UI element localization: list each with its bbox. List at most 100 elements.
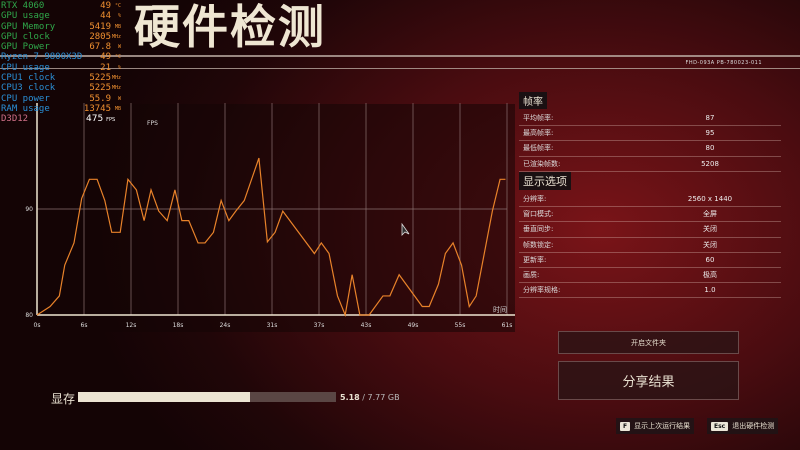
x-axis-label: 时间 bbox=[493, 305, 507, 314]
fps-series-line bbox=[36, 157, 506, 318]
x-tick-label: 49s bbox=[408, 322, 419, 329]
overlay-value: 49 bbox=[100, 1, 111, 11]
stat-label: 帧数锁定: bbox=[523, 240, 554, 249]
x-tick-label: 37s bbox=[314, 322, 325, 329]
overlay-label: GPU Memory bbox=[1, 21, 56, 32]
overlay-label: GPU Power bbox=[1, 42, 50, 53]
vram-bar bbox=[78, 392, 336, 402]
overlay-label: RTX 4060 bbox=[1, 1, 45, 11]
y-axis-label: FPS bbox=[147, 120, 158, 127]
overlay-value: 55.9 bbox=[89, 93, 111, 104]
overlay-fps: 475 FPS bbox=[86, 114, 115, 125]
overlay-fps-value: 475 bbox=[86, 114, 104, 124]
header-divider bbox=[0, 55, 800, 57]
overlay-label: Ryzen 7 9800X3D bbox=[1, 52, 83, 63]
overlay-label: GPU usage bbox=[1, 11, 50, 22]
stat-row: 最高帧率: 95 bbox=[519, 126, 781, 142]
overlay-row: CPU3 clock 5225 MHz bbox=[1, 83, 121, 93]
overlay-row: GPU Power 67.8 W bbox=[1, 42, 121, 52]
overlay-label: RAM usage bbox=[1, 103, 50, 114]
overlay-row: CPU usage 21% bbox=[1, 63, 121, 73]
overlay-row: CPU1 clock 5225 MHz bbox=[1, 73, 121, 83]
stat-label: 平均帧率: bbox=[523, 114, 554, 123]
stat-value: 2560 x 1440 bbox=[687, 195, 733, 204]
vram-readout: 5.18 / 7.77 GB bbox=[340, 393, 400, 402]
stat-value: 60 bbox=[705, 255, 715, 264]
framerate-heading: 帧率 bbox=[519, 92, 547, 109]
share-results-button[interactable]: 分享结果 bbox=[558, 361, 739, 400]
stat-row: 更新率: 60 bbox=[519, 253, 781, 268]
y-tick-label: 90 bbox=[25, 206, 33, 213]
overlay-label: CPU usage bbox=[1, 62, 50, 73]
x-tick-label: 43s bbox=[361, 322, 372, 329]
exit-hint[interactable]: Esc 退出硬件检测 bbox=[707, 418, 779, 434]
overlay-value: 5419 bbox=[89, 21, 111, 32]
stat-row: 平均帧率: 87 bbox=[519, 111, 781, 127]
overlay-value: 13745 bbox=[83, 103, 111, 114]
stat-value: 关闭 bbox=[703, 225, 717, 234]
overlay-unit: °C bbox=[114, 3, 121, 9]
overlay-unit: W bbox=[117, 44, 121, 51]
vram-total: / 7.77 GB bbox=[362, 393, 400, 402]
stat-label: 分辨率规格: bbox=[523, 286, 561, 295]
overlay-label: D3D12 bbox=[1, 114, 29, 125]
overlay-value: 67.8 bbox=[89, 42, 111, 53]
overlay-value: 21 bbox=[100, 62, 111, 73]
vram-label: 显存 bbox=[51, 392, 76, 406]
overlay-value: 5225 bbox=[89, 83, 111, 94]
x-tick-label: 0s bbox=[34, 322, 41, 329]
stat-row: 窗口模式: 全屏 bbox=[519, 207, 781, 223]
overlay-label: CPU3 clock bbox=[1, 83, 56, 94]
x-tick-label: 6s bbox=[81, 322, 88, 329]
stat-label: 最高帧率: bbox=[523, 129, 554, 138]
stat-value: 关闭 bbox=[703, 240, 717, 249]
display-heading: 显示选项 bbox=[519, 172, 571, 190]
build-code: FHD-093A PB-780023-011 bbox=[685, 60, 762, 66]
exit-label: 退出硬件检测 bbox=[732, 422, 775, 430]
stat-row: 画质: 极高 bbox=[519, 268, 781, 284]
overlay-value: 2805 bbox=[89, 31, 111, 42]
overlay-unit: % bbox=[117, 64, 121, 71]
stat-label: 更新率: bbox=[523, 255, 547, 264]
stat-value: 87 bbox=[705, 114, 715, 123]
overlay-fps-unit: FPS bbox=[106, 117, 116, 123]
overlay-row: GPU usage 44% bbox=[1, 11, 121, 21]
stat-value: 极高 bbox=[703, 271, 717, 280]
overlay-unit: MB bbox=[114, 105, 121, 112]
page-title: 硬件检测 bbox=[134, 0, 326, 54]
vram-bar-fill bbox=[78, 392, 251, 402]
overlay-row: Ryzen 7 9800X3D 49 °C bbox=[1, 52, 121, 62]
framerate-section: 帧率 平均帧率: 87 最高帧率: 95 最低帧率: 80 已渲染帧数: 5208 bbox=[519, 90, 781, 172]
vram-used: 5.18 bbox=[340, 393, 360, 402]
x-tick-label: 12s bbox=[126, 322, 137, 329]
overlay-row: RAM usage 13745 MB bbox=[1, 104, 121, 114]
overlay-value: 49 bbox=[100, 52, 111, 63]
overlay-unit: MB bbox=[114, 23, 121, 30]
overlay-row: GPU Memory 5419 MB bbox=[1, 22, 121, 32]
overlay-unit: MHz bbox=[111, 33, 121, 40]
overlay-row: CPU power 55.9 W bbox=[1, 94, 121, 104]
overlay-row: RTX 4060 49 °C bbox=[1, 1, 121, 11]
show-last-run-hint[interactable]: F 显示上次运行结果 bbox=[616, 418, 695, 434]
stat-row: 垂直同步: 关闭 bbox=[519, 222, 781, 238]
stat-label: 已渲染帧数: bbox=[523, 159, 561, 168]
stat-label: 垂直同步: bbox=[523, 225, 554, 234]
overlay-value: 44 bbox=[100, 11, 111, 22]
open-folder-button[interactable]: 开启文件夹 bbox=[558, 331, 739, 354]
x-tick-label: 18s bbox=[173, 322, 184, 329]
overlay-unit: MHz bbox=[111, 75, 121, 82]
mouse-cursor-icon bbox=[401, 222, 410, 236]
stat-label: 最低帧率: bbox=[523, 144, 554, 153]
stat-value: 5208 bbox=[701, 159, 719, 168]
overlay-label: CPU power bbox=[1, 93, 50, 104]
stat-value: 95 bbox=[705, 129, 715, 138]
stat-row: 分辨率: 2560 x 1440 bbox=[519, 192, 781, 208]
stat-value: 全屏 bbox=[703, 210, 717, 219]
stat-row: 最低帧率: 80 bbox=[519, 141, 781, 157]
stat-row: 分辨率规格: 1.0 bbox=[519, 283, 781, 299]
stat-value: 1.0 bbox=[704, 286, 716, 295]
performance-overlay: RTX 4060 49 °C GPU usage 44% GPU Memory 5419 MB… bbox=[1, 1, 121, 125]
x-tick-label: 31s bbox=[267, 322, 278, 329]
overlay-value: 5225 bbox=[89, 73, 111, 84]
overlay-unit: % bbox=[117, 13, 121, 20]
